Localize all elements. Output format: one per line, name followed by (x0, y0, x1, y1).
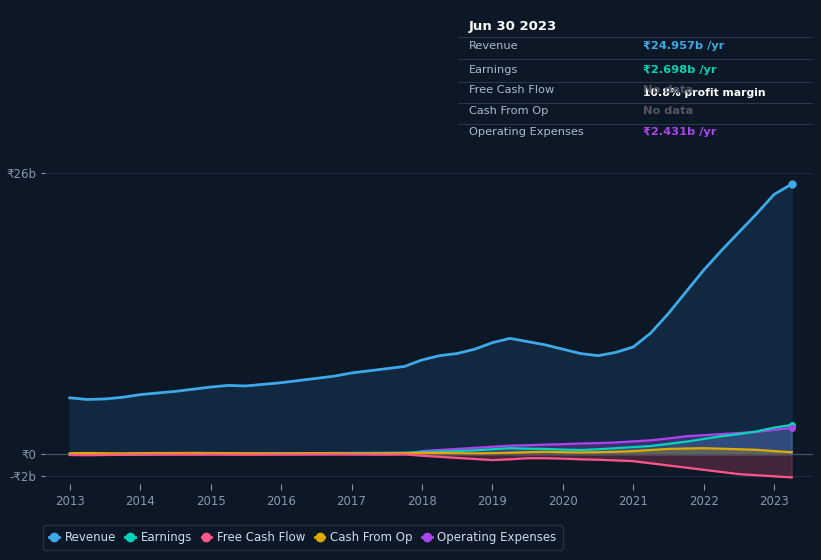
Text: ₹24.957b /yr: ₹24.957b /yr (643, 41, 724, 51)
Legend: Revenue, Earnings, Free Cash Flow, Cash From Op, Operating Expenses: Revenue, Earnings, Free Cash Flow, Cash … (44, 525, 562, 550)
Text: Revenue: Revenue (469, 41, 518, 51)
Text: Cash From Op: Cash From Op (469, 106, 548, 116)
Text: ₹2.431b /yr: ₹2.431b /yr (643, 127, 716, 137)
Text: Jun 30 2023: Jun 30 2023 (469, 20, 557, 33)
Text: Free Cash Flow: Free Cash Flow (469, 85, 554, 95)
Text: No data: No data (643, 106, 693, 116)
Text: No data: No data (643, 85, 693, 95)
Text: Operating Expenses: Operating Expenses (469, 127, 584, 137)
Text: 10.8% profit margin: 10.8% profit margin (643, 87, 765, 97)
Text: ₹2.698b /yr: ₹2.698b /yr (643, 65, 716, 75)
Text: Earnings: Earnings (469, 65, 518, 75)
